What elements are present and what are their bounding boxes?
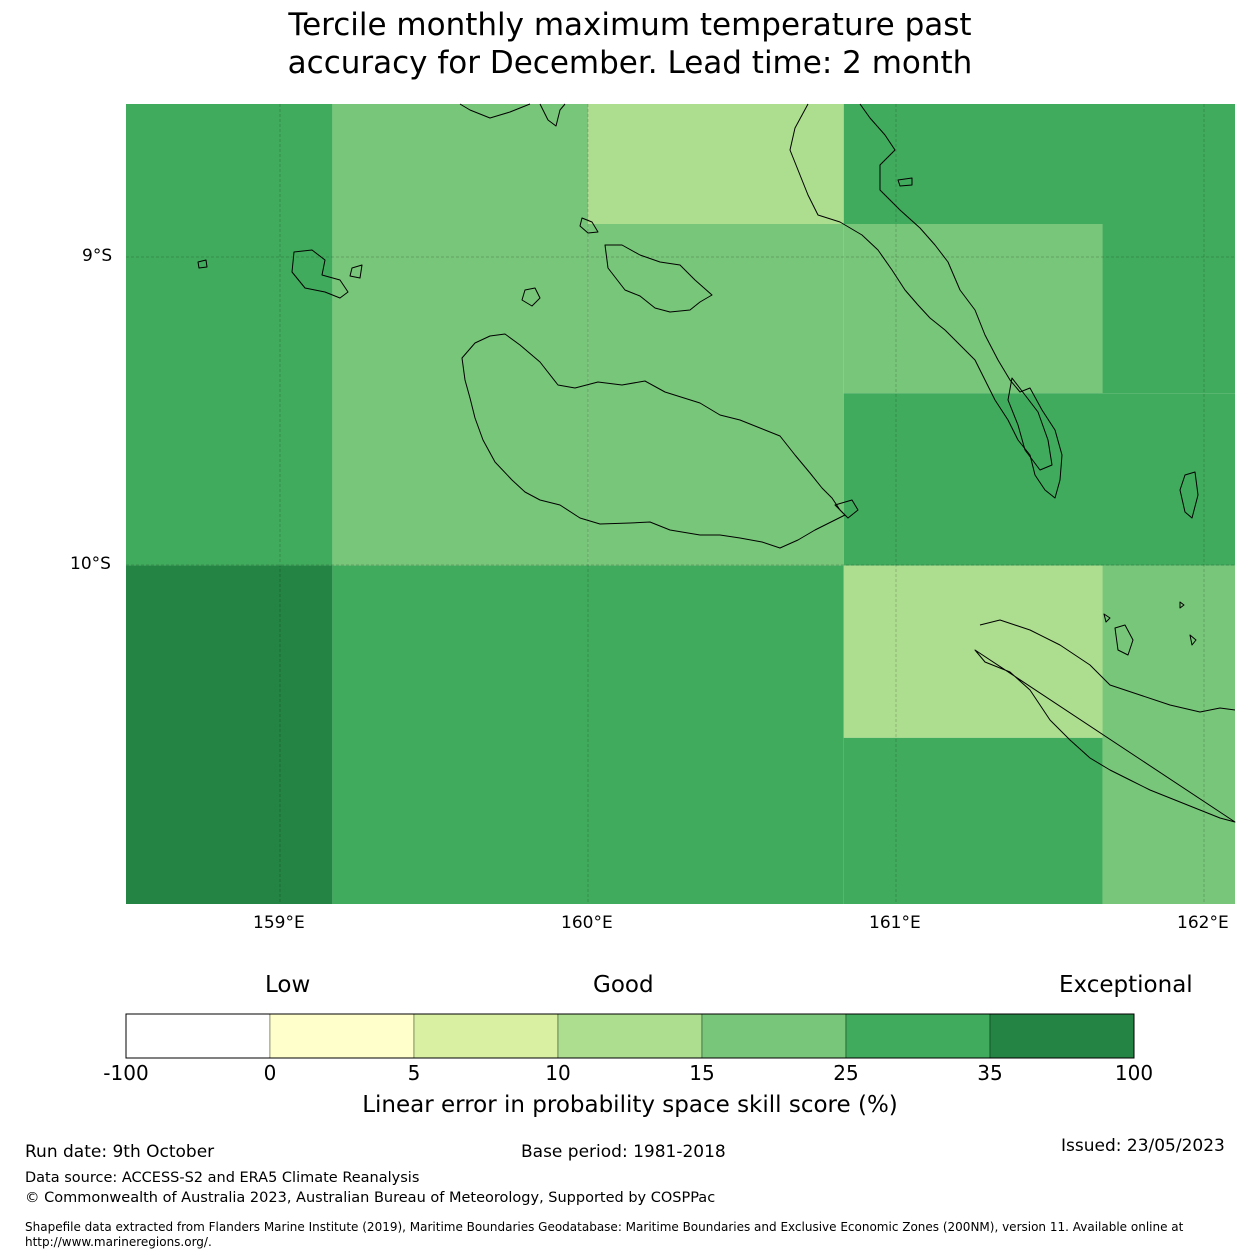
skill-cell-8 [126,565,333,904]
map-title: Tercile monthly maximum temperature past… [0,6,1260,82]
colorbar-swatch-1 [269,1013,415,1059]
coastline-islet-b [579,217,599,234]
colorbar-category-low: Low [265,972,311,998]
skill-cell-4 [843,104,1235,224]
lat-label-9s: 9°S [82,246,113,266]
colorbar-category-exceptional: Exceptional [1059,972,1193,998]
colorbar-swatch-6 [989,1013,1135,1059]
coastline-santa-isabel [459,103,566,127]
issued-date: Issued: 23/05/2023 [1061,1136,1225,1156]
colorbar-swatch-3 [557,1013,703,1059]
colorbar-tick-6: 35 [977,1061,1003,1085]
colorbar-tick-7: 100 [1114,1061,1154,1085]
skill-cell-0 [126,104,333,566]
coastline-islet-j [1179,601,1185,609]
lon-label-160e: 160°E [561,913,613,933]
coastline-malaita [789,103,1063,499]
coastline-islet-a [521,287,541,307]
copyright: © Commonwealth of Australia 2023, Austra… [25,1190,716,1206]
title-line-2: accuracy for December. Lead time: 2 mont… [287,45,973,81]
coastline-islet-d [197,259,208,269]
coastline-islet-h [1114,624,1134,656]
colorbar-frame [125,1013,1135,1059]
coastline-south-malaita [1007,377,1053,471]
skill-cell-12 [1102,565,1235,904]
skill-cell-9 [332,565,844,904]
run-date: Run date: 9th October [25,1142,215,1162]
data-source: Data source: ACCESS-S2 and ERA5 Climate … [25,1170,420,1186]
colorbar-swatch-0 [125,1013,271,1059]
skill-cell-11 [843,737,1103,904]
colorbar-category-good: Good [593,972,654,998]
coastline-islet-f [1179,471,1199,519]
coastline-islet-i [1103,613,1111,623]
colorbar-tick-5: 25 [833,1061,859,1085]
coastline-nggela [604,244,713,313]
colorbar-tick-3: 10 [545,1061,571,1085]
colorbar [125,1013,1135,1059]
colorbar-swatch-5 [845,1013,991,1059]
skill-cell-2 [588,104,844,224]
skill-cell-10 [843,565,1103,738]
colorbar-tick-4: 15 [689,1061,715,1085]
skill-cell-1 [332,104,589,566]
colorbar-swatch-2 [413,1013,559,1059]
coastline-islet-e [834,499,859,519]
graticule [126,104,1235,904]
shapefile-credit: Shapefile data extracted from Flanders M… [25,1220,1184,1249]
coastline-guadalcanal [461,333,846,549]
coastline-russell [291,249,349,299]
skill-cell-3 [588,224,844,566]
colorbar-swatch-4 [701,1013,847,1059]
skill-cell-7 [843,393,1235,566]
colorbar-swatches [125,1013,1135,1059]
skill-cell-5 [843,224,1103,394]
colorbar-tick-2: 5 [407,1061,421,1085]
coastline-makira [974,619,1236,823]
skill-grid-cells [126,104,1235,904]
coastlines [197,103,1236,823]
lon-label-162e: 162°E [1177,913,1229,933]
base-period: Base period: 1981-2018 [521,1142,726,1162]
skill-cell-6 [1102,224,1235,394]
colorbar-label: Linear error in probability space skill … [362,1092,898,1118]
colorbar-tick-1: 0 [263,1061,277,1085]
colorbar-tick-0: -100 [103,1061,149,1085]
title-line-1: Tercile monthly maximum temperature past [288,7,972,43]
coastline-islet-g [897,177,913,187]
coastline-islet-c [349,264,363,279]
lon-label-159e: 159°E [253,913,305,933]
lon-label-161e: 161°E [869,913,921,933]
lat-label-10s: 10°S [70,554,111,574]
coastline-islet-k [1189,634,1197,646]
